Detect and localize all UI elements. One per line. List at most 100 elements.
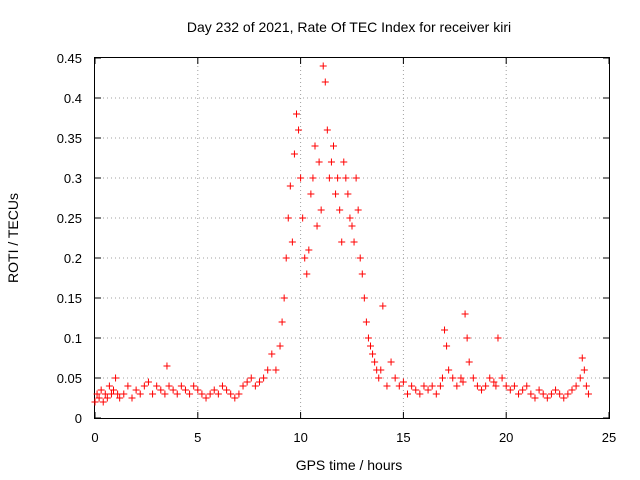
chart-title: Day 232 of 2021, Rate Of TEC Index for r…	[187, 19, 511, 35]
data-point	[239, 382, 247, 390]
y-axis-label: ROTI / TECUs	[5, 193, 21, 283]
data-point	[395, 382, 403, 390]
data-point	[292, 110, 300, 118]
data-point	[568, 386, 576, 394]
data-point	[478, 386, 486, 394]
data-point	[282, 254, 290, 262]
data-point	[531, 394, 539, 402]
axis-ticks: 0 5 10 15 20 25 0 0.05 0.1 0.15 0.2 0.25 0.3 0.35 0.4 0…	[57, 51, 617, 445]
data-point	[303, 270, 311, 278]
data-point	[364, 334, 372, 342]
data-point	[461, 310, 469, 318]
data-point	[297, 174, 305, 182]
data-point	[463, 334, 471, 342]
data-point	[276, 342, 284, 350]
data-point	[438, 374, 446, 382]
data-point	[198, 390, 206, 398]
data-point	[161, 390, 169, 398]
data-point	[231, 394, 239, 402]
data-point	[490, 378, 498, 386]
data-point	[278, 318, 286, 326]
data-points	[91, 62, 592, 406]
data-point	[404, 390, 412, 398]
x-tick-label: 25	[602, 430, 616, 445]
data-point	[321, 78, 329, 86]
data-point	[527, 390, 535, 398]
x-axis-label: GPS time / hours	[296, 457, 403, 473]
data-point	[105, 382, 113, 390]
data-point	[469, 374, 477, 382]
data-point	[227, 390, 235, 398]
x-tick-label: 15	[396, 430, 410, 445]
data-point	[362, 318, 370, 326]
data-point	[356, 254, 364, 262]
data-point	[313, 222, 321, 230]
data-point	[107, 390, 115, 398]
data-point	[432, 390, 440, 398]
data-point	[334, 174, 342, 182]
data-point	[350, 238, 358, 246]
data-point	[173, 390, 181, 398]
data-point	[453, 382, 461, 390]
data-point	[114, 390, 122, 398]
data-point	[99, 398, 107, 406]
data-point	[547, 390, 555, 398]
data-point	[286, 182, 294, 190]
data-point	[354, 206, 362, 214]
data-point	[379, 302, 387, 310]
data-point	[576, 374, 584, 382]
data-point	[367, 342, 375, 350]
data-point	[268, 350, 276, 358]
data-point	[284, 214, 292, 222]
data-point	[428, 382, 436, 390]
y-tick-label: 0.05	[57, 371, 82, 386]
data-point	[348, 222, 356, 230]
data-point	[486, 374, 494, 382]
data-point	[399, 378, 407, 386]
data-point	[251, 382, 259, 390]
data-point	[420, 382, 428, 390]
y-tick-label: 0.45	[57, 51, 82, 66]
data-point	[290, 150, 298, 158]
data-point	[280, 294, 288, 302]
data-point	[510, 382, 518, 390]
x-tick-label: 20	[499, 430, 513, 445]
data-point	[340, 158, 348, 166]
y-tick-label: 0.35	[57, 131, 82, 146]
data-point	[124, 382, 132, 390]
data-point	[344, 190, 352, 198]
data-point	[445, 366, 453, 374]
data-point	[186, 390, 194, 398]
data-point	[309, 174, 317, 182]
data-point	[552, 386, 560, 394]
data-point	[498, 374, 506, 382]
data-point	[325, 174, 333, 182]
y-tick-label: 0.1	[64, 331, 82, 346]
data-point	[116, 394, 124, 402]
data-point	[358, 270, 366, 278]
data-point	[128, 394, 136, 402]
data-point	[342, 174, 350, 182]
data-point	[346, 214, 354, 222]
data-point	[584, 390, 592, 398]
data-point	[149, 390, 157, 398]
data-point	[332, 190, 340, 198]
data-point	[101, 390, 109, 398]
data-point	[97, 386, 105, 394]
data-point	[272, 366, 280, 374]
data-point	[556, 390, 564, 398]
data-point	[329, 142, 337, 150]
data-point	[352, 174, 360, 182]
x-tick-label: 0	[91, 430, 98, 445]
data-point	[120, 390, 128, 398]
data-point	[465, 358, 473, 366]
data-point	[132, 386, 140, 394]
data-point	[295, 126, 303, 134]
plot-frame	[94, 57, 610, 419]
data-point	[235, 390, 243, 398]
data-point	[449, 374, 457, 382]
data-point	[157, 386, 165, 394]
data-point	[443, 342, 451, 350]
